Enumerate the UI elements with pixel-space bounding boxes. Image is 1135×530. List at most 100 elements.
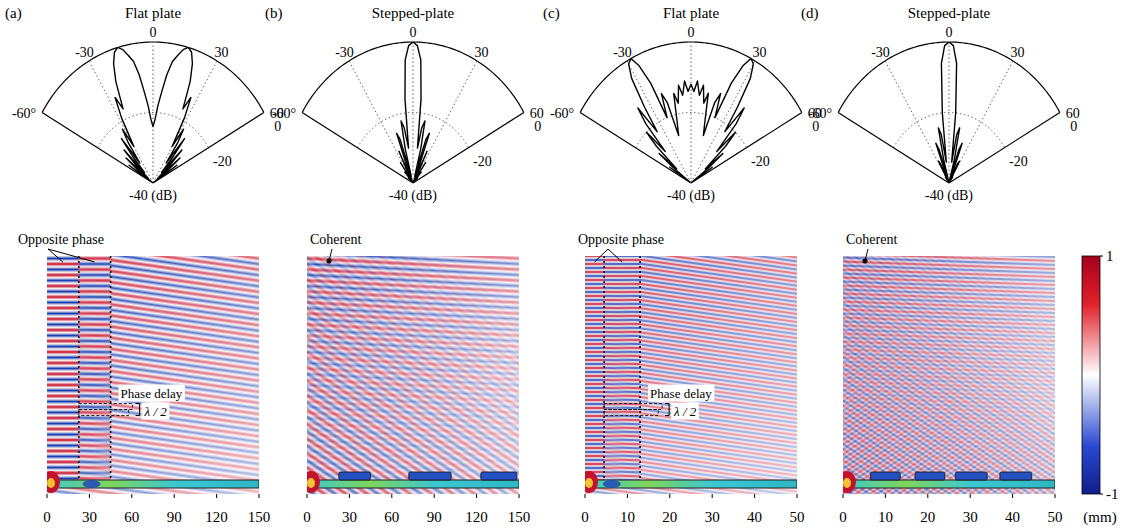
angle-tick-label: 30 <box>214 45 228 60</box>
plate-step <box>1000 472 1032 480</box>
polar-frame-edge <box>153 113 264 184</box>
x-tick-label: 10 <box>878 509 893 525</box>
wave-column <box>47 256 79 480</box>
x-tick <box>927 494 928 498</box>
x-tick-label: 40 <box>747 509 762 525</box>
x-tick-label: 150 <box>248 509 271 525</box>
x-tick-label: 0 <box>839 509 847 525</box>
wave-field <box>843 256 1055 494</box>
plate-step <box>915 472 945 480</box>
x-tick <box>585 494 586 498</box>
label-patch <box>671 403 699 420</box>
directivity-curve <box>936 42 962 183</box>
x-tick <box>754 494 755 498</box>
x-tick <box>391 494 392 498</box>
x-tick <box>519 494 520 498</box>
label-patch <box>119 385 185 402</box>
polar-frame-edge <box>838 113 949 184</box>
field-map <box>307 256 519 494</box>
db-tick-label: 0 <box>534 119 541 134</box>
x-tick-label: 20 <box>920 509 935 525</box>
db-tick-label: -20 <box>751 154 770 169</box>
polar-frame-edge <box>949 113 1060 184</box>
x-tick-label: 40 <box>1005 509 1020 525</box>
polar-panel: (c)Flat plate-60°-3003060-40 (dB)-200 <box>543 5 822 204</box>
x-tick <box>259 494 260 498</box>
colorbar-tick-label: -1 <box>1106 486 1119 502</box>
source <box>47 471 60 493</box>
plate-step <box>955 472 987 480</box>
annotation: λ / 2 <box>144 404 168 419</box>
plate-mode <box>83 480 101 488</box>
x-tick <box>712 494 713 498</box>
x-tick-label: 0 <box>303 509 311 525</box>
x-tick <box>349 494 350 498</box>
angle-tick-label: 30 <box>1010 45 1024 60</box>
source-core <box>843 478 851 488</box>
polar-grid-radial <box>153 61 217 183</box>
x-tick <box>174 494 175 498</box>
angle-tick-label: -60° <box>272 106 296 121</box>
x-tick-label: 90 <box>427 509 442 525</box>
x-tick-label: 0 <box>581 509 589 525</box>
polar-data <box>936 42 962 183</box>
x-tick <box>47 494 48 498</box>
phase-box <box>604 410 658 416</box>
polar-grid-radial <box>413 42 414 183</box>
db-tick-label: 0 <box>1070 119 1077 134</box>
panel-title: Stepped-plate <box>908 5 991 21</box>
directivity-curve <box>629 59 754 184</box>
phase-bracket <box>136 404 140 416</box>
plate-mode <box>603 480 621 488</box>
plate-step <box>339 472 371 480</box>
panel-label: (b) <box>265 5 283 22</box>
x-tick <box>627 494 628 498</box>
source <box>307 471 320 493</box>
angle-tick-label: -60° <box>12 106 36 121</box>
polar-grid-radial <box>413 61 477 183</box>
db-tick-label: -20 <box>473 154 492 169</box>
colorbar <box>1082 256 1100 494</box>
wave-field <box>843 256 1055 494</box>
db-tick-label: -40 (dB) <box>389 188 437 204</box>
polar-frame-edge <box>413 113 524 184</box>
x-tick <box>970 494 971 498</box>
x-tick-label: 50 <box>1048 509 1063 525</box>
wave-field <box>47 256 259 494</box>
plate <box>307 480 519 488</box>
polar-frame-edge <box>42 113 153 184</box>
phase-box <box>604 404 662 410</box>
x-tick-label: 30 <box>342 509 357 525</box>
plate-step <box>409 472 451 480</box>
db-tick-label: -40 (dB) <box>925 188 973 204</box>
db-tick-label: -20 <box>213 154 232 169</box>
label-patch <box>142 403 170 420</box>
polar-panel: (a)Flat plate-60°-3003060-40 (dB)-200 <box>5 5 284 204</box>
plate <box>843 480 1055 488</box>
source-core <box>585 478 593 488</box>
x-tick-label: 150 <box>508 509 531 525</box>
x-tick <box>434 494 435 498</box>
db-tick-label: -40 (dB) <box>129 188 177 204</box>
source-core <box>307 478 315 488</box>
x-tick <box>885 494 886 498</box>
leader-dot <box>327 259 332 264</box>
panel-label: (d) <box>801 5 819 22</box>
phase-box <box>79 410 129 416</box>
phase-bracket <box>665 404 669 416</box>
x-tick <box>843 494 844 498</box>
annotation: Phase delay <box>121 386 183 401</box>
polar-data <box>114 47 193 183</box>
leader-line <box>48 249 95 262</box>
angle-tick-label: 0 <box>150 25 157 40</box>
polar-grid-radial <box>349 61 413 183</box>
annotation: Coherent <box>310 232 361 247</box>
phase-guide <box>639 256 641 478</box>
wave-field <box>307 256 519 494</box>
polar-grid-radial <box>89 61 153 183</box>
x-tick-label: 20 <box>662 509 677 525</box>
source-core <box>47 478 55 488</box>
plate-step <box>871 472 901 480</box>
wave-field <box>307 256 519 494</box>
angle-tick-label: -60° <box>550 106 574 121</box>
